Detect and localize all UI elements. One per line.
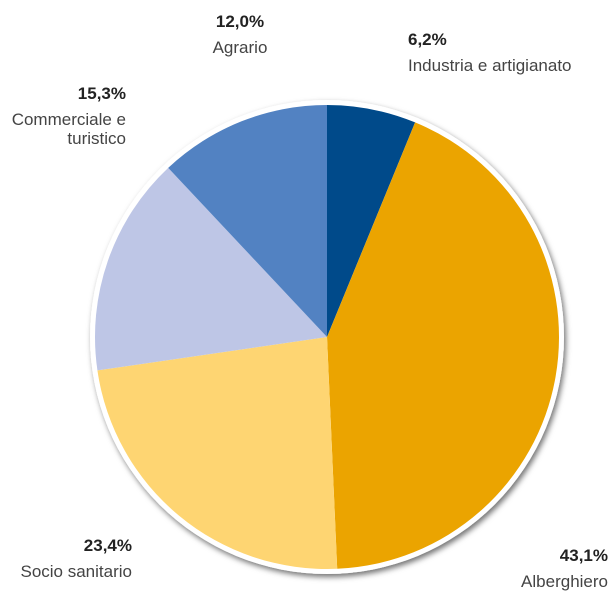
pie-slice xyxy=(168,105,327,337)
percent-label: 43,1% xyxy=(559,546,608,565)
percent-label: 23,4% xyxy=(83,536,132,555)
percent-label: 15,3% xyxy=(77,84,126,103)
slice-label: 12,0% Agrario xyxy=(200,12,280,57)
category-label: Commerciale e turistico xyxy=(11,109,126,149)
category-label: Alberghiero xyxy=(521,571,608,591)
category-label: Industria e artigianato xyxy=(408,55,572,75)
slice-label: 43,1% Alberghiero xyxy=(521,546,608,591)
slice-label: 6,2% Industria e artigianato xyxy=(408,30,572,75)
pie-slice xyxy=(95,167,327,371)
pie-slice xyxy=(327,122,560,569)
pie-slice xyxy=(97,337,338,569)
category-label: Agrario xyxy=(212,37,268,57)
category-label: Socio sanitario xyxy=(20,561,132,581)
pie-slice xyxy=(327,105,416,337)
slice-label: 15,3% Commerciale e turistico xyxy=(1,84,126,149)
percent-label: 6,2% xyxy=(408,30,447,49)
percent-label: 12,0% xyxy=(215,12,265,31)
slice-label: 23,4% Socio sanitario xyxy=(20,536,132,581)
